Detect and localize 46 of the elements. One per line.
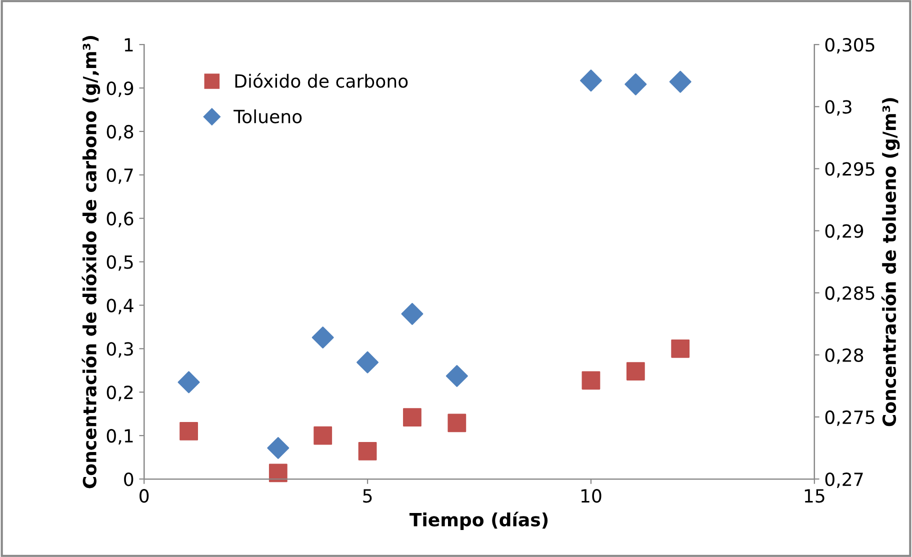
y-tick-label: 0,9 [106,81,134,97]
point [403,408,422,427]
point [180,422,198,440]
y2-tick-label: 0,28 [825,348,864,364]
point [358,442,377,460]
point [448,414,466,432]
point [446,364,468,387]
legend-label: Tolueno [234,109,302,124]
point [580,70,602,92]
y-tick-label: 1 [124,38,133,52]
y-tick-label: 0,5 [106,255,133,271]
x-axis-title: Tiempo (días) [409,512,548,530]
y-tick-label: 0,1 [106,429,133,445]
point [669,70,692,93]
x-tick-label: 0 [140,489,149,503]
y2-tick-label: 0,295 [825,162,874,178]
point [356,351,379,374]
point [582,371,600,390]
point [267,436,290,459]
y2-tick-label: 0,3 [825,100,852,116]
x-tick-label: 10 [581,489,602,503]
point [671,339,690,358]
y-tick-label: 0,3 [106,342,133,358]
y-tick-label: 0 [124,472,134,486]
point [312,326,334,349]
y-tick-label: 0,7 [106,168,133,184]
y2-tick-label: 0,305 [825,38,874,54]
y-tick-label: 0,8 [106,124,134,140]
point [624,73,647,96]
legend-label: Dióxido de carbono [235,73,408,88]
point [314,426,332,445]
y2-tick-label: 0,275 [825,410,874,426]
y2-tick-label: 0,29 [825,224,864,240]
y-tick-label: 0,4 [106,298,134,314]
y2-axis-title: Concentración de tolueno (g/m³) [881,98,900,426]
x-tick-label: 15 [804,489,824,503]
y-tick-label: 0,2 [106,386,133,402]
point [401,302,424,325]
point [178,371,200,394]
y2-tick-label: 0,27 [825,472,863,488]
y-tick-label: 0,6 [106,212,134,228]
point [626,362,645,380]
y-axis-title: Concentración de dióxido de carbono (g/,m³) [82,36,100,488]
y2-tick-label: 0,285 [825,286,874,302]
x-tick-label: 5 [363,489,372,503]
point [268,464,288,482]
